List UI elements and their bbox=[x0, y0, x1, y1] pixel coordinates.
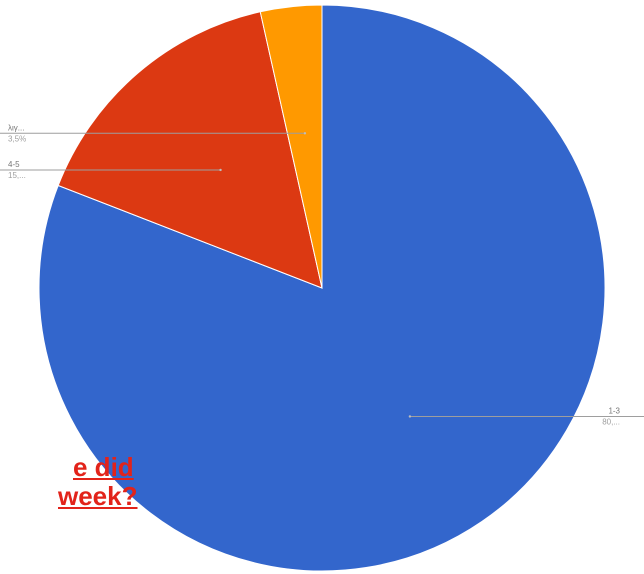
leader-dot-1 bbox=[408, 415, 412, 418]
leader-dot-3 bbox=[303, 132, 307, 135]
slice-label-2: 4-5 bbox=[8, 160, 20, 169]
pie-slices bbox=[38, 4, 606, 572]
leader-dot-2 bbox=[219, 168, 222, 172]
question-text-line-1: e did bbox=[73, 452, 134, 482]
slice-label-3: λιγ... bbox=[8, 123, 24, 132]
slice-value-1: 80,... bbox=[602, 417, 620, 426]
pie-slice-3 bbox=[259, 4, 323, 289]
pie-slice-2 bbox=[57, 11, 323, 289]
slice-value-2: 15,... bbox=[8, 171, 26, 180]
label-leaders: 1-3 80,... 4-5 15,... λιγ... 3,5% bbox=[0, 123, 644, 426]
slice-label-1: 1-3 bbox=[608, 406, 620, 415]
slice-value-3: 3,5% bbox=[8, 134, 26, 143]
question-text-line-2: week? bbox=[58, 481, 138, 511]
